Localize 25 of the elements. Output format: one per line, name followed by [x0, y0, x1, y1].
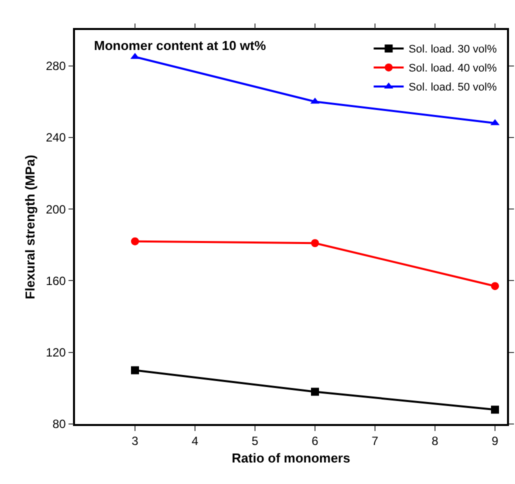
point: [311, 239, 319, 248]
y-tick-label: 240: [46, 130, 66, 145]
y-tick-label: 160: [46, 274, 66, 288]
point: [491, 406, 499, 414]
legend-label: Sol. load. 50 vol%: [408, 82, 497, 94]
point: [131, 366, 139, 374]
x-axis-title: Ratio of monomers: [232, 450, 350, 466]
legend-label: Sol. load. 30 vol%: [408, 44, 497, 56]
y-axis-title: Flexural strength (MPa): [22, 154, 38, 300]
y-tick-label: 280: [46, 59, 66, 74]
x-tick-label: 3: [132, 434, 139, 448]
text: Monomer content at 10 wt%: [94, 38, 266, 53]
x-tick-label: 8: [432, 434, 439, 448]
x-tick-label: 5: [252, 434, 259, 448]
y-tick-label: 200: [46, 202, 66, 216]
x-tick-label: 9: [492, 434, 499, 448]
legend-label: Sol. load. 40 vol%: [408, 62, 497, 75]
y-tick-label: 80: [52, 417, 66, 432]
point: [311, 388, 319, 396]
y-tick-label: 120: [46, 346, 66, 360]
x-tick-label: 7: [372, 434, 379, 448]
x-tick-label: 4: [192, 434, 199, 448]
point: [131, 237, 139, 246]
point: [491, 282, 499, 290]
x-tick-label: 6: [312, 434, 319, 448]
